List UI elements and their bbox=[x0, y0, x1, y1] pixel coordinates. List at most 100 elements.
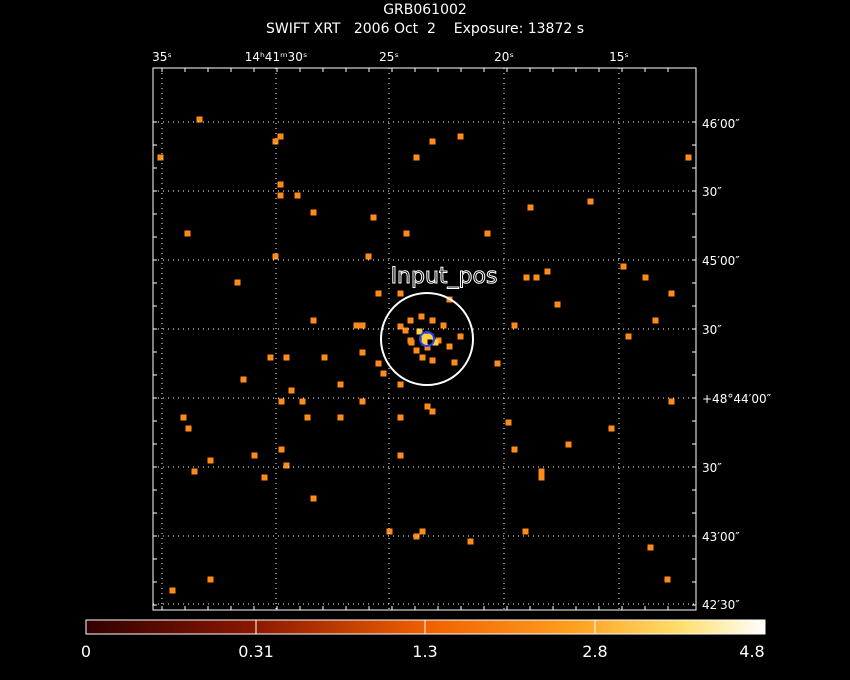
photon-event bbox=[446, 343, 453, 350]
photon-event bbox=[294, 192, 301, 199]
photon-event bbox=[424, 344, 431, 351]
photon-event bbox=[403, 230, 410, 237]
photon-event bbox=[185, 425, 192, 432]
dec-label: 43′00″ bbox=[702, 530, 740, 544]
observation-date: 2006 Oct 2 bbox=[353, 21, 436, 37]
axis-ticks bbox=[153, 68, 696, 610]
photon-event bbox=[191, 468, 198, 475]
photon-event bbox=[365, 253, 372, 260]
ra-label: 35ˢ bbox=[152, 50, 172, 64]
photon-event bbox=[418, 313, 425, 320]
photon-event bbox=[397, 381, 404, 388]
source-region-label: Input_pos bbox=[391, 264, 498, 289]
photon-event bbox=[451, 359, 458, 366]
photon-event bbox=[467, 538, 474, 545]
image-title: GRB061002 bbox=[383, 2, 467, 18]
photon-event bbox=[278, 398, 285, 405]
photon-event-bright bbox=[421, 333, 428, 340]
photon-event bbox=[429, 138, 436, 145]
instrument-label: SWIFT XRT bbox=[265, 21, 341, 37]
photon-event bbox=[554, 301, 561, 308]
photon-event bbox=[251, 452, 258, 459]
photon-event bbox=[272, 253, 279, 260]
photon-event bbox=[587, 198, 594, 205]
photon-event bbox=[522, 528, 529, 535]
photon-event bbox=[538, 474, 545, 481]
photon-event bbox=[184, 230, 191, 237]
photon-event bbox=[288, 387, 295, 394]
photon-event bbox=[544, 268, 551, 275]
photon-event bbox=[180, 414, 187, 421]
photon-event bbox=[620, 263, 627, 270]
photon-event bbox=[157, 154, 164, 161]
photon-event bbox=[668, 290, 675, 297]
photon-event bbox=[380, 370, 387, 377]
colorbar-label: 0 bbox=[81, 642, 91, 661]
photon-event bbox=[370, 214, 377, 221]
photon-event bbox=[234, 279, 241, 286]
photon-event bbox=[397, 290, 404, 297]
dec-label: 30″ bbox=[702, 323, 722, 337]
photon-event bbox=[375, 290, 382, 297]
photon-event bbox=[413, 347, 420, 354]
photon-event bbox=[207, 457, 214, 464]
photon-event bbox=[652, 317, 659, 324]
source-region-circle bbox=[380, 292, 474, 386]
colorbar-label: 2.8 bbox=[582, 642, 607, 661]
photon-event bbox=[310, 495, 317, 502]
dec-label: 30″ bbox=[702, 461, 722, 475]
photon-event bbox=[424, 403, 431, 410]
photon-event bbox=[429, 357, 436, 364]
photon-event-bright bbox=[427, 333, 434, 340]
ra-label: 20ˢ bbox=[494, 50, 514, 64]
photon-event bbox=[261, 474, 268, 481]
dec-label: +48°44′00″ bbox=[702, 392, 772, 406]
photon-event bbox=[283, 354, 290, 361]
photon-event bbox=[625, 333, 632, 340]
photon-event bbox=[310, 209, 317, 216]
photon-event bbox=[304, 414, 311, 421]
coordinate-grid bbox=[153, 68, 696, 610]
photon-event bbox=[196, 116, 203, 123]
photon-event bbox=[494, 360, 501, 367]
source-position-marker bbox=[419, 331, 435, 347]
photon-event bbox=[407, 317, 414, 324]
photon-event bbox=[277, 192, 284, 199]
image-subtitle: SWIFT XRT 2006 Oct 2 Exposure: 13872 s bbox=[0, 21, 850, 37]
photon-event bbox=[375, 360, 382, 367]
photon-event bbox=[457, 333, 464, 340]
photon-event bbox=[429, 317, 436, 324]
photon-event bbox=[272, 138, 279, 145]
colorbar-label: 4.8 bbox=[739, 642, 764, 661]
photon-event bbox=[337, 381, 344, 388]
photon-event bbox=[523, 274, 530, 281]
photon-event bbox=[353, 322, 360, 329]
photon-event bbox=[283, 462, 290, 469]
photon-event bbox=[527, 204, 534, 211]
photon-event bbox=[337, 414, 344, 421]
photon-event bbox=[419, 354, 426, 361]
dec-label: 46′00″ bbox=[702, 117, 740, 131]
photon-event bbox=[565, 441, 572, 448]
photon-event bbox=[685, 154, 692, 161]
exposure-label: Exposure: 13872 s bbox=[453, 21, 585, 37]
plot-frame bbox=[152, 67, 697, 611]
dec-label: 30″ bbox=[702, 185, 722, 199]
photon-event bbox=[277, 133, 284, 140]
photon-event-bright bbox=[421, 339, 428, 346]
photon-event bbox=[407, 337, 414, 344]
photon-event bbox=[267, 354, 274, 361]
photon-events bbox=[157, 116, 692, 594]
photon-event bbox=[419, 528, 426, 535]
photon-event bbox=[457, 133, 464, 140]
photon-event bbox=[299, 398, 306, 405]
photon-event bbox=[169, 587, 176, 594]
photon-event bbox=[505, 419, 512, 426]
photon-event bbox=[538, 468, 545, 475]
photon-event bbox=[277, 181, 284, 188]
ra-label: 15ˢ bbox=[609, 50, 629, 64]
photon-event bbox=[533, 274, 540, 281]
colorbar-label: 1.3 bbox=[412, 642, 437, 661]
photon-event bbox=[647, 544, 654, 551]
